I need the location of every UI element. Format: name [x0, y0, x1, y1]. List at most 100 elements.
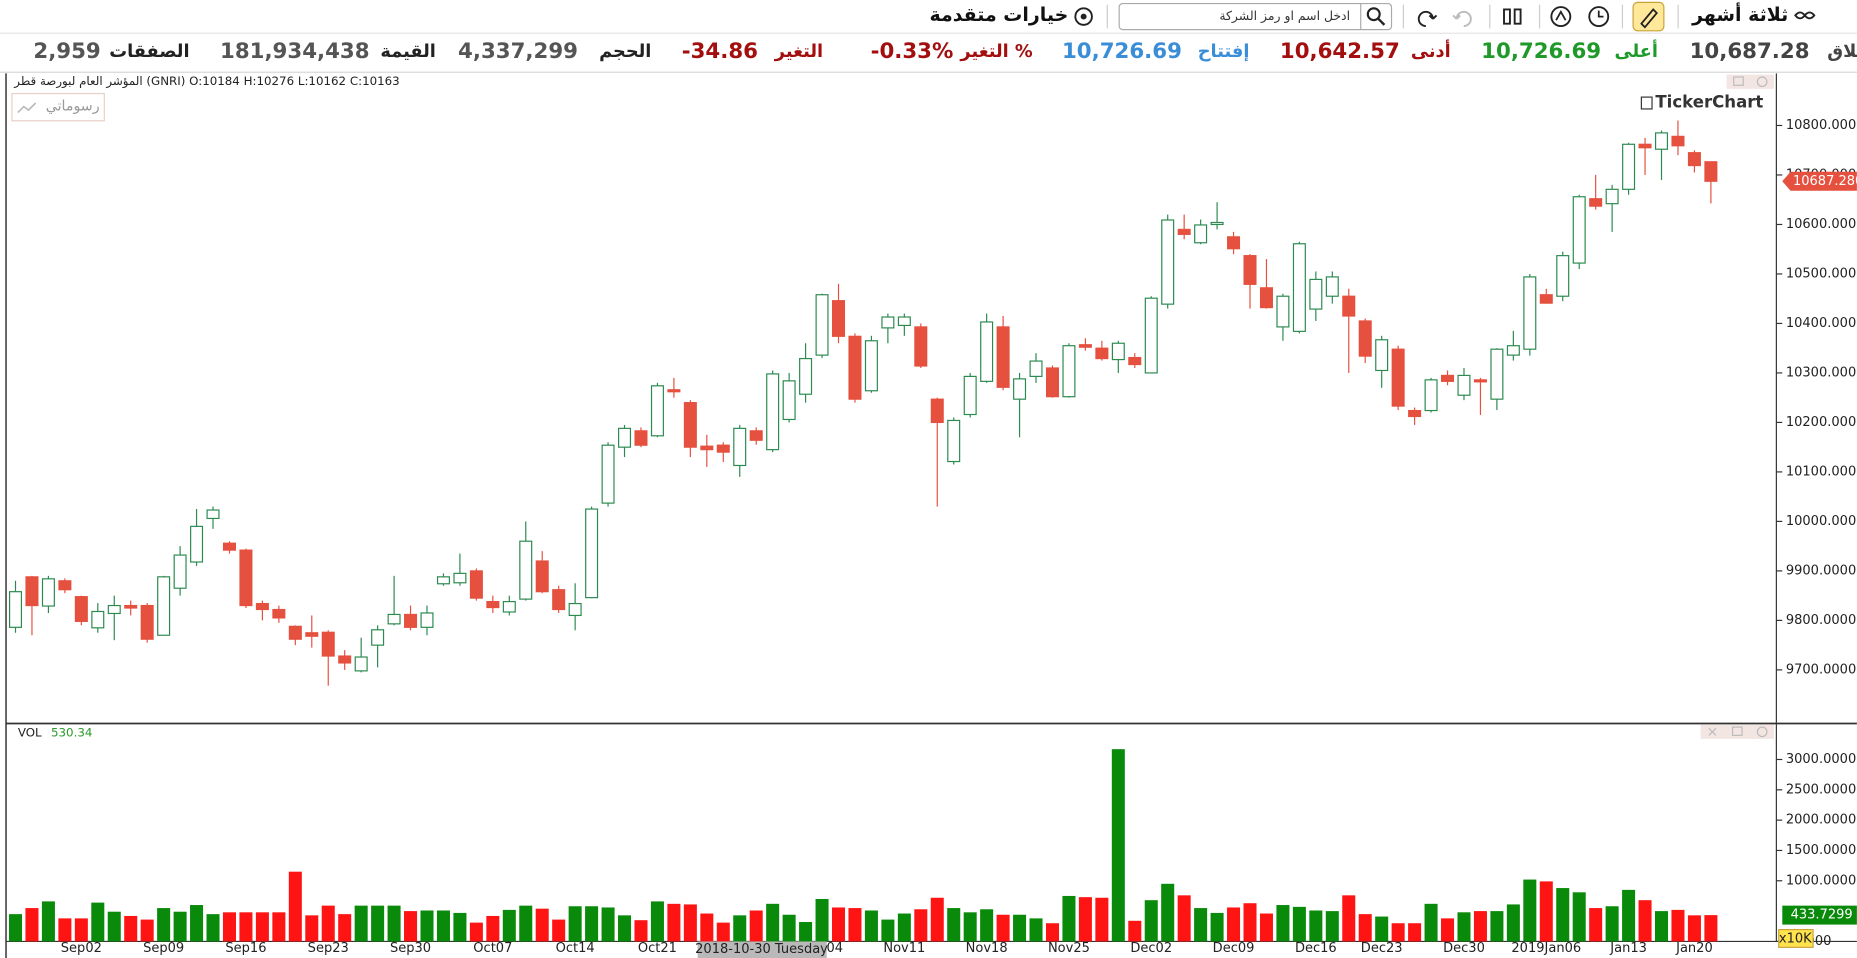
maximize-button[interactable] [1733, 76, 1744, 86]
volume-bar [799, 922, 813, 942]
maximize-button[interactable] [1731, 726, 1743, 736]
undo-button[interactable] [1417, 10, 1438, 27]
search-box[interactable] [1118, 2, 1393, 31]
search-icon[interactable] [1366, 7, 1381, 22]
chart-type-icon[interactable] [1794, 11, 1816, 20]
candle-body [1013, 378, 1027, 400]
volume-bar [782, 914, 796, 942]
candle-body [749, 430, 763, 441]
y-tick-label: 10400.0000 [1786, 316, 1857, 331]
volume-bar [305, 915, 319, 942]
candle-body [288, 625, 302, 640]
settings-button[interactable] [1756, 726, 1768, 738]
volume-bar [1276, 905, 1290, 942]
candle-body [436, 576, 450, 585]
volume-bar [519, 905, 533, 942]
volume-bar [1572, 892, 1586, 942]
price-tag [1782, 171, 1857, 191]
volume-bar [1441, 918, 1455, 942]
volume-bar [585, 906, 599, 942]
settings-icon-center [1080, 13, 1087, 20]
drawings-button[interactable] [11, 92, 105, 122]
x-tick-label: Dec23 [1361, 941, 1403, 956]
quote-value: 4,337,299 [458, 39, 578, 64]
x-tick-label: Sep16 [225, 941, 266, 956]
x-tick-label: Oct07 [473, 941, 512, 956]
candle-body [206, 509, 220, 520]
volume-bar [1506, 904, 1520, 942]
indicator-button[interactable] [1550, 6, 1572, 27]
volume-bar [91, 902, 105, 942]
candle-body [1062, 345, 1076, 398]
candle-body [1111, 342, 1125, 361]
candle-body [1523, 276, 1537, 350]
volume-bar [1227, 907, 1241, 942]
close-button[interactable] [1708, 727, 1717, 736]
quote-value: 10,726.69 [1481, 39, 1601, 64]
settings-icon[interactable] [1074, 7, 1093, 26]
volume-tag-label: 433.7299 [1791, 908, 1853, 923]
x-tick-label: Dec16 [1295, 941, 1337, 956]
quote-label: أعلى [1615, 39, 1658, 62]
volume-bar [8, 914, 23, 942]
volume-bar [486, 915, 500, 942]
drawings-label[interactable]: رسوماتي [46, 99, 100, 115]
volume-bar [1622, 889, 1636, 942]
volume-bar [469, 922, 483, 942]
volume-bar [864, 910, 878, 942]
candle-body [650, 385, 664, 437]
x-tick-label: Nov11 [883, 941, 925, 956]
clock-button[interactable] [1588, 6, 1610, 27]
settings-button[interactable] [1756, 76, 1768, 88]
candle-body [1408, 409, 1422, 418]
volume-bar [848, 908, 862, 942]
x-tick-label: Sep02 [61, 941, 102, 956]
y-tick-label: 10100.0000 [1786, 464, 1857, 479]
y-tick-label: 2500.0000 [1786, 782, 1856, 797]
volume-tag [1782, 905, 1857, 925]
draw-tool-button[interactable] [1632, 1, 1665, 32]
volume-bar [1687, 915, 1701, 942]
candle-body [585, 508, 599, 599]
volume-bar [1128, 920, 1142, 942]
redo-button[interactable] [1452, 10, 1472, 27]
volume-bar [1013, 914, 1027, 942]
volume-bar [58, 918, 72, 942]
candle-body [1227, 236, 1241, 250]
candle-body [1276, 295, 1290, 328]
y-tick-label: 10000.0000 [1786, 514, 1857, 529]
advanced-options[interactable]: خيارات متقدمة [929, 4, 1068, 26]
volume-bar [338, 914, 352, 942]
search-placeholder[interactable]: ادخل اسم او رمز الشركة [1219, 8, 1350, 24]
volume-bar [1473, 911, 1487, 942]
y-tick-label: 10500.0000 [1786, 266, 1857, 281]
volume-bar [1045, 923, 1059, 942]
candle-body [782, 380, 796, 421]
candle-body [1506, 345, 1520, 356]
x-tick-label: Sep30 [390, 941, 431, 956]
x-tick-label: Dec09 [1213, 941, 1255, 956]
volume-bar [650, 901, 664, 942]
indicator-icon [1555, 10, 1567, 21]
y-tick-label: 10200.0000 [1786, 415, 1857, 430]
candle-body [1556, 255, 1570, 297]
volume-bar [749, 910, 763, 942]
candle-body [1622, 143, 1636, 190]
x-tick-label: Jan13 [1609, 941, 1647, 956]
volume-bar [568, 906, 582, 942]
candle-body [321, 631, 335, 657]
volume-bar [173, 911, 187, 942]
volume-bar [733, 915, 747, 942]
candle-body [190, 525, 204, 563]
logo-icon [1640, 96, 1653, 110]
volume-bar [1161, 883, 1175, 942]
y-tick-label: 1500.0000 [1786, 843, 1856, 858]
candle-body [1243, 255, 1257, 285]
period-selector[interactable]: ثلاثة أشهر [1691, 2, 1788, 26]
unit-box [1778, 928, 1814, 948]
volume-bar [1358, 914, 1372, 942]
volume-bar [41, 901, 55, 942]
compare-button[interactable] [1503, 8, 1522, 25]
volume-legend-label: VOL [18, 726, 42, 740]
volume-bar [1292, 906, 1306, 942]
